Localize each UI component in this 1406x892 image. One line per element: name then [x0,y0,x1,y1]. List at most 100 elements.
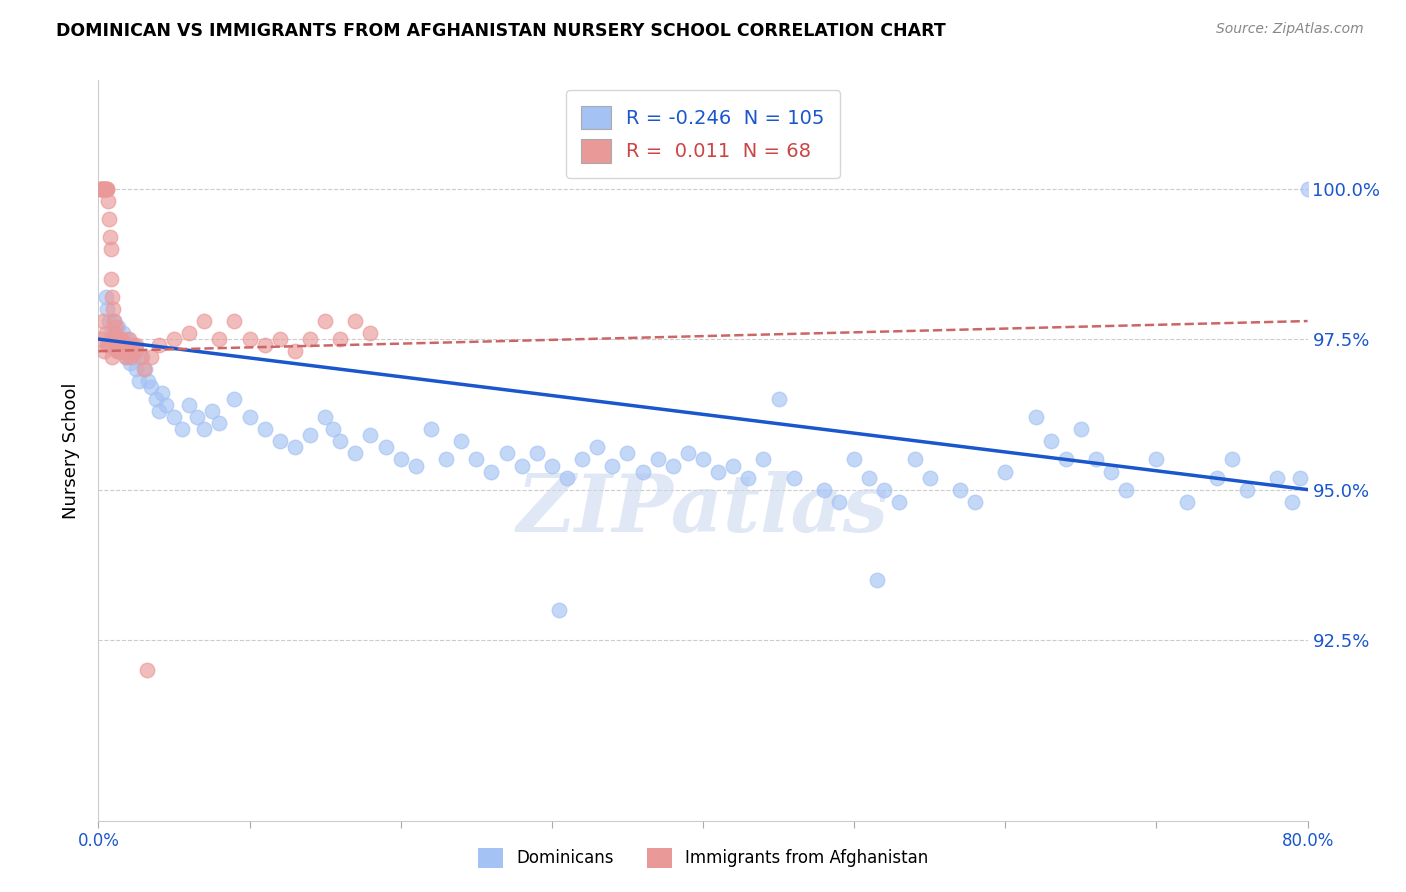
Point [1281,494,1303,508]
Point [389,452,412,467]
Point [105,344,128,359]
Point [105,338,128,352]
Point [111,344,134,359]
Point [405,458,427,473]
Point [1236,483,1258,497]
Point [129,350,152,364]
Point [631,465,654,479]
Point [707,465,730,479]
Point [866,573,889,587]
Point [647,452,669,467]
Point [93,181,115,195]
Point [1296,181,1319,195]
Point [91,181,114,195]
Point [91,181,114,195]
Point [90,332,112,346]
Point [118,332,141,346]
Point [141,380,163,394]
Point [360,428,382,442]
Point [239,410,262,425]
Point [98,211,121,226]
Point [131,350,153,364]
Point [96,301,118,316]
Point [723,458,745,473]
Point [540,458,562,473]
Legend: R = -0.246  N = 105, R =  0.011  N = 68: R = -0.246 N = 105, R = 0.011 N = 68 [565,90,841,178]
Point [813,483,835,497]
Point [90,181,112,195]
Point [284,344,307,359]
Point [103,332,125,346]
Point [104,326,127,340]
Point [1289,470,1312,484]
Point [107,320,129,334]
Point [465,452,488,467]
Point [125,338,148,352]
Point [104,320,127,334]
Point [135,663,157,677]
Point [96,338,118,352]
Point [94,181,117,195]
Point [91,314,114,328]
Point [128,374,150,388]
Point [141,350,163,364]
Point [163,410,186,425]
Point [96,181,118,195]
Point [1206,470,1229,484]
Point [1024,410,1046,425]
Point [107,332,129,346]
Point [602,458,624,473]
Point [93,344,115,359]
Point [101,332,124,346]
Point [873,483,896,497]
Point [94,181,117,195]
Point [112,344,135,359]
Point [122,350,145,364]
Point [163,332,186,346]
Point [110,332,132,346]
Point [132,362,155,376]
Point [1267,470,1289,484]
Point [768,392,790,407]
Point [208,417,231,431]
Point [112,338,135,352]
Point [299,428,322,442]
Text: DOMINICAN VS IMMIGRANTS FROM AFGHANISTAN NURSERY SCHOOL CORRELATION CHART: DOMINICAN VS IMMIGRANTS FROM AFGHANISTAN… [56,22,946,40]
Point [103,326,125,340]
Point [239,332,262,346]
Point [828,494,851,508]
Point [284,441,307,455]
Point [253,422,276,436]
Point [89,181,111,195]
Point [1099,465,1122,479]
Point [107,344,129,359]
Point [495,446,517,460]
Point [314,410,336,425]
Point [94,290,117,304]
Point [269,434,291,449]
Point [104,332,127,346]
Point [96,181,118,195]
Point [450,434,472,449]
Point [105,332,128,346]
Point [179,326,201,340]
Point [115,344,138,359]
Point [269,332,291,346]
Point [121,344,143,359]
Point [1146,452,1168,467]
Point [94,326,117,340]
Point [115,338,138,352]
Point [148,404,170,418]
Point [586,441,609,455]
Point [111,326,134,340]
Point [374,441,396,455]
Point [904,452,927,467]
Point [110,344,132,359]
Point [103,314,125,328]
Point [676,446,699,460]
Point [98,314,121,328]
Point [1115,483,1137,497]
Point [481,465,503,479]
Point [93,181,115,195]
Point [1039,434,1062,449]
